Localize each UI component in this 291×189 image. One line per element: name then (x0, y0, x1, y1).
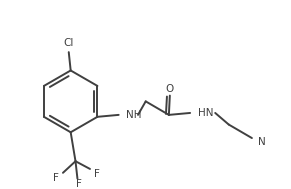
Text: F: F (94, 169, 100, 179)
Text: N: N (258, 137, 265, 147)
Text: Cl: Cl (63, 38, 74, 48)
Text: NH: NH (126, 110, 142, 120)
Text: O: O (166, 84, 174, 94)
Text: F: F (53, 173, 59, 183)
Text: F: F (77, 179, 82, 189)
Text: HN: HN (198, 108, 213, 118)
